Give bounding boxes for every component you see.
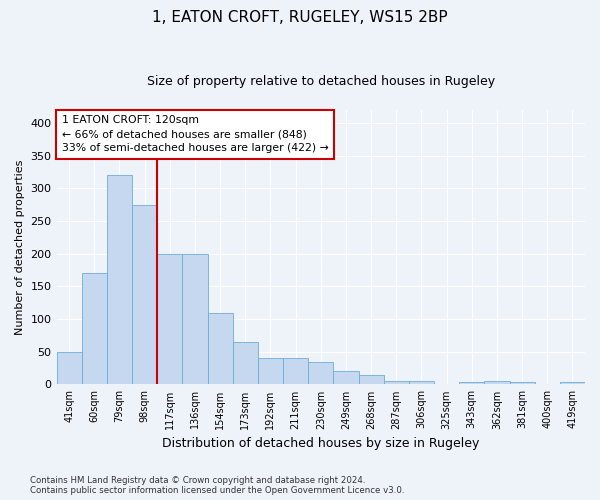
Bar xyxy=(484,381,509,384)
Bar xyxy=(560,382,585,384)
Bar xyxy=(233,342,258,384)
Bar xyxy=(459,382,484,384)
Bar xyxy=(157,254,182,384)
Bar xyxy=(56,352,82,384)
Text: 1 EATON CROFT: 120sqm
← 66% of detached houses are smaller (848)
33% of semi-det: 1 EATON CROFT: 120sqm ← 66% of detached … xyxy=(62,116,329,154)
Bar xyxy=(409,381,434,384)
Bar xyxy=(383,381,409,384)
Bar xyxy=(82,274,107,384)
Bar xyxy=(334,372,359,384)
Bar xyxy=(509,382,535,384)
Bar xyxy=(107,176,132,384)
Title: Size of property relative to detached houses in Rugeley: Size of property relative to detached ho… xyxy=(147,75,495,88)
Bar xyxy=(132,204,157,384)
Y-axis label: Number of detached properties: Number of detached properties xyxy=(15,160,25,335)
Bar xyxy=(283,358,308,384)
Bar xyxy=(208,312,233,384)
Bar xyxy=(359,374,383,384)
Text: 1, EATON CROFT, RUGELEY, WS15 2BP: 1, EATON CROFT, RUGELEY, WS15 2BP xyxy=(152,10,448,25)
Text: Contains HM Land Registry data © Crown copyright and database right 2024.
Contai: Contains HM Land Registry data © Crown c… xyxy=(30,476,404,495)
Bar xyxy=(308,362,334,384)
Bar xyxy=(258,358,283,384)
X-axis label: Distribution of detached houses by size in Rugeley: Distribution of detached houses by size … xyxy=(162,437,479,450)
Bar xyxy=(182,254,208,384)
